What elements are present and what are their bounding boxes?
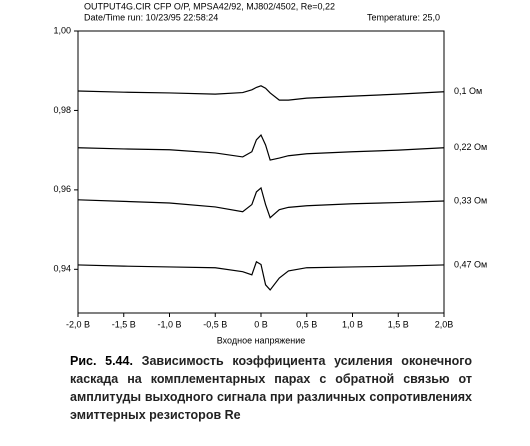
x-tick-label: -2,0 В — [66, 319, 90, 329]
legend-label: 0,47 Ом — [454, 259, 487, 269]
x-tick-label: 1,5 В — [388, 319, 409, 329]
y-tick-label: 1,00 — [53, 25, 71, 35]
y-tick-label: 0,98 — [53, 105, 71, 115]
y-tick-label: 0,94 — [53, 264, 71, 274]
caption-text: Зависимость коэффициента усиления оконеч… — [70, 354, 472, 422]
x-tick-label: -1,5 В — [112, 319, 136, 329]
temperature: Temperature: 25,0 — [367, 12, 440, 22]
x-tick-label: -0,5 В — [203, 319, 227, 329]
plot-frame — [77, 30, 445, 314]
legend-label: 0,22 Ом — [454, 142, 487, 152]
x-tick-label: 2,0В — [435, 319, 454, 329]
caption: Рис. 5.44. Зависимость коэффициента усил… — [70, 352, 472, 424]
y-tick-label: 0,96 — [53, 184, 71, 194]
series-line — [77, 85, 445, 101]
header-line: OUTPUT4G.CIR CFP O/P, MPSA42/92, MJ802/4… — [84, 1, 335, 11]
x-tick-label: 0 В — [254, 319, 268, 329]
header-line: Date/Time run: 10/23/95 22:58:24 — [84, 12, 218, 22]
series-line — [77, 186, 445, 219]
series-line — [77, 260, 445, 291]
chart: OUTPUT4G.CIR CFP O/P, MPSA42/92, MJ802/4… — [53, 1, 487, 345]
x-axis-label: Входное напряжение — [217, 335, 306, 345]
x-tick-label: 1,0 В — [342, 319, 363, 329]
caption-label: Рис. 5.44. — [70, 354, 133, 368]
series-line — [77, 134, 445, 161]
legend-label: 0,33 Ом — [454, 195, 487, 205]
x-tick-label: 0,5 В — [296, 319, 317, 329]
x-tick-label: -1,0 В — [157, 319, 181, 329]
legend-label: 0,1 Ом — [454, 86, 482, 96]
